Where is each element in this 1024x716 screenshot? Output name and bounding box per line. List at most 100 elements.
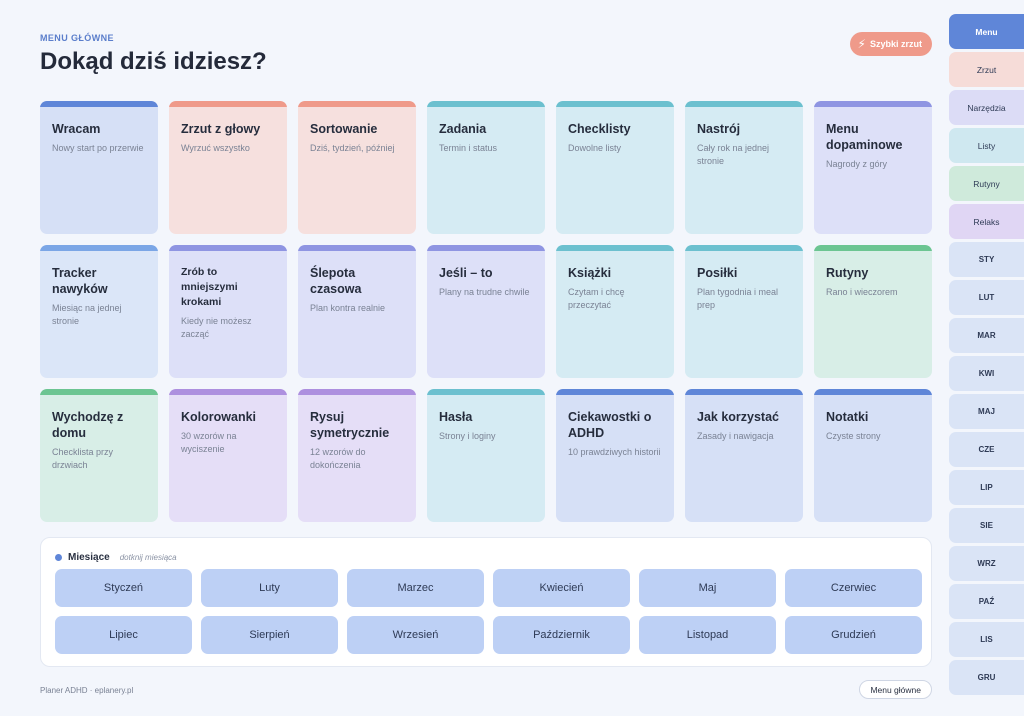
card-title: Tracker nawyków bbox=[52, 266, 108, 296]
tab-narzedzia[interactable]: Narzędzia bbox=[949, 90, 1024, 125]
tab-lip[interactable]: LIP bbox=[949, 470, 1024, 505]
card-title: Kolorowanki bbox=[181, 410, 257, 424]
card-title: Ciekawostki o ADHD bbox=[568, 410, 652, 440]
card-wychodze-z-domu[interactable]: Wychodzę z domu Checklista przy drzwiach bbox=[40, 389, 158, 522]
footer-brand: Planer ADHD · eplanery.pl bbox=[40, 686, 134, 695]
card-subtitle: 10 prawdziwych historii bbox=[568, 447, 661, 457]
card-subtitle: Wyrzuć wszystko bbox=[181, 143, 250, 153]
card-subtitle: Miesiąc na jednej stronie bbox=[52, 303, 122, 326]
card-subtitle: Kiedy nie możesz zacząć bbox=[181, 316, 252, 339]
card-jak-korzystac[interactable]: Jak korzystać Zasady i nawigacja bbox=[685, 389, 803, 522]
card-subtitle: Czytam i chcę przeczytać bbox=[568, 287, 625, 310]
month-button-lipiec[interactable]: Lipiec bbox=[55, 616, 192, 654]
month-button-styczen[interactable]: Styczeń bbox=[55, 569, 192, 607]
months-hint: dotknij miesiąca bbox=[119, 553, 177, 562]
card-title: Rutyny bbox=[826, 266, 869, 280]
tab-relaks[interactable]: Relaks bbox=[949, 204, 1024, 239]
card-subtitle: Czyste strony bbox=[826, 431, 881, 441]
card-mniejsze-kroki[interactable]: Zrób to mniejszymi krokami Kiedy nie może… bbox=[169, 245, 287, 378]
card-subtitle: Nagrody z góry bbox=[826, 159, 888, 169]
tab-sty[interactable]: STY bbox=[949, 242, 1024, 277]
tab-rutyny[interactable]: Rutyny bbox=[949, 166, 1024, 201]
tab-maj[interactable]: MAJ bbox=[949, 394, 1024, 429]
card-subtitle: Strony i loginy bbox=[439, 431, 496, 441]
month-button-listopad[interactable]: Listopad bbox=[639, 616, 776, 654]
card-subtitle: Zasady i nawigacja bbox=[697, 431, 774, 441]
card-title: Notatki bbox=[826, 410, 869, 424]
quick-dump-label: Szybki zrzut bbox=[869, 39, 922, 49]
month-grid: Styczeń Luty Marzec Kwiecień Maj Czerwie… bbox=[55, 569, 922, 654]
tab-kwi[interactable]: KWI bbox=[949, 356, 1024, 391]
months-heading: Miesiące bbox=[68, 552, 110, 563]
card-subtitle: 30 wzorów na wyciszenie bbox=[181, 431, 237, 454]
card-title: Książki bbox=[568, 266, 612, 280]
tab-lis[interactable]: LIS bbox=[949, 622, 1024, 657]
card-tracker-nawykow[interactable]: Tracker nawyków Miesiąc na jednej stronie bbox=[40, 245, 158, 378]
card-title: Zadania bbox=[439, 122, 487, 136]
card-ciekawostki-adhd[interactable]: Ciekawostki o ADHD 10 prawdziwych histori… bbox=[556, 389, 674, 522]
tab-wrz[interactable]: WRZ bbox=[949, 546, 1024, 581]
card-title: Checklisty bbox=[568, 122, 631, 136]
card-jesli-to[interactable]: Jeśli – to Plany na trudne chwile bbox=[427, 245, 545, 378]
tab-menu[interactable]: Menu bbox=[949, 14, 1024, 49]
card-subtitle: Plan kontra realnie bbox=[310, 303, 386, 313]
card-slepota-czasowa[interactable]: Ślepota czasowa Plan kontra realnie bbox=[298, 245, 416, 378]
card-sortowanie[interactable]: Sortowanie Dziś, tydzień, później bbox=[298, 101, 416, 234]
tab-zrzut[interactable]: Zrzut bbox=[949, 52, 1024, 87]
card-title: Hasła bbox=[439, 410, 473, 424]
card-subtitle: Checklista przy drzwiach bbox=[52, 447, 114, 470]
tab-gru[interactable]: GRU bbox=[949, 660, 1024, 695]
month-button-marzec[interactable]: Marzec bbox=[347, 569, 484, 607]
month-button-sierpien[interactable]: Sierpień bbox=[201, 616, 338, 654]
lightning-icon: ⚡︎ bbox=[857, 37, 866, 51]
quick-dump-button[interactable]: ⚡︎ Szybki zrzut bbox=[849, 32, 932, 56]
card-zrzut-z-glowy[interactable]: Zrzut z głowy Wyrzuć wszystko bbox=[169, 101, 287, 234]
sidebar-tabs: Menu Zrzut Narzędzia Listy Rutyny Relaks… bbox=[949, 14, 1024, 695]
card-title: Jak korzystać bbox=[697, 410, 780, 424]
month-button-pazdziernik[interactable]: Październik bbox=[493, 616, 630, 654]
month-button-czerwiec[interactable]: Czerwiec bbox=[785, 569, 922, 607]
card-menu-dopaminowe[interactable]: Menu dopaminowe Nagrody z góry bbox=[814, 101, 932, 234]
main-panel: MENU GŁÓWNE Dokąd dziś idziesz? ⚡︎ Szybk… bbox=[40, 0, 932, 716]
dot-icon bbox=[55, 554, 62, 561]
card-hasla[interactable]: Hasła Strony i loginy bbox=[427, 389, 545, 522]
card-posilki[interactable]: Posiłki Plan tygodnia i meal prep bbox=[685, 245, 803, 378]
tab-cze[interactable]: CZE bbox=[949, 432, 1024, 467]
card-subtitle: Termin i status bbox=[439, 143, 498, 153]
card-kolorowanki[interactable]: Kolorowanki 30 wzorów na wyciszenie bbox=[169, 389, 287, 522]
tab-listy[interactable]: Listy bbox=[949, 128, 1024, 163]
card-subtitle: Dziś, tydzień, później bbox=[310, 143, 395, 153]
card-ksiazki[interactable]: Książki Czytam i chcę przeczytać bbox=[556, 245, 674, 378]
page-eyebrow: MENU GŁÓWNE bbox=[40, 33, 114, 43]
card-title: Ślepota czasowa bbox=[310, 266, 362, 296]
card-title: Zrób to mniejszymi krokami bbox=[181, 266, 238, 308]
tab-mar[interactable]: MAR bbox=[949, 318, 1024, 353]
page-title: Dokąd dziś idziesz? bbox=[40, 48, 267, 75]
month-button-kwiecien[interactable]: Kwiecień bbox=[493, 569, 630, 607]
main-menu-button[interactable]: Menu główne bbox=[859, 680, 932, 699]
card-title: Nastrój bbox=[697, 122, 741, 136]
card-title: Posiłki bbox=[697, 266, 738, 280]
card-title: Wracam bbox=[52, 122, 101, 136]
card-nastroj[interactable]: Nastrój Cały rok na jednej stronie bbox=[685, 101, 803, 234]
card-rysuj-symetrycznie[interactable]: Rysuj symetrycznie 12 wzorów do dokończen… bbox=[298, 389, 416, 522]
card-checklisty[interactable]: Checklisty Dowolne listy bbox=[556, 101, 674, 234]
card-subtitle: Nowy start po przerwie bbox=[52, 143, 144, 153]
month-button-grudzien[interactable]: Grudzień bbox=[785, 616, 922, 654]
tab-lut[interactable]: LUT bbox=[949, 280, 1024, 315]
menu-card-grid: Wracam Nowy start po przerwie Zrzut z gło… bbox=[40, 101, 932, 522]
card-wracam[interactable]: Wracam Nowy start po przerwie bbox=[40, 101, 158, 234]
card-subtitle: Cały rok na jednej stronie bbox=[697, 143, 770, 166]
month-button-maj[interactable]: Maj bbox=[639, 569, 776, 607]
card-zadania[interactable]: Zadania Termin i status bbox=[427, 101, 545, 234]
month-button-luty[interactable]: Luty bbox=[201, 569, 338, 607]
card-rutyny[interactable]: Rutyny Rano i wieczorem bbox=[814, 245, 932, 378]
tab-paz[interactable]: PAŹ bbox=[949, 584, 1024, 619]
card-subtitle: Dowolne listy bbox=[568, 143, 622, 153]
card-title: Jeśli – to bbox=[439, 266, 493, 280]
tab-sie[interactable]: SIE bbox=[949, 508, 1024, 543]
card-subtitle: Plany na trudne chwile bbox=[439, 287, 530, 297]
month-button-wrzesien[interactable]: Wrzesień bbox=[347, 616, 484, 654]
card-title: Menu dopaminowe bbox=[826, 122, 903, 152]
card-notatki[interactable]: Notatki Czyste strony bbox=[814, 389, 932, 522]
